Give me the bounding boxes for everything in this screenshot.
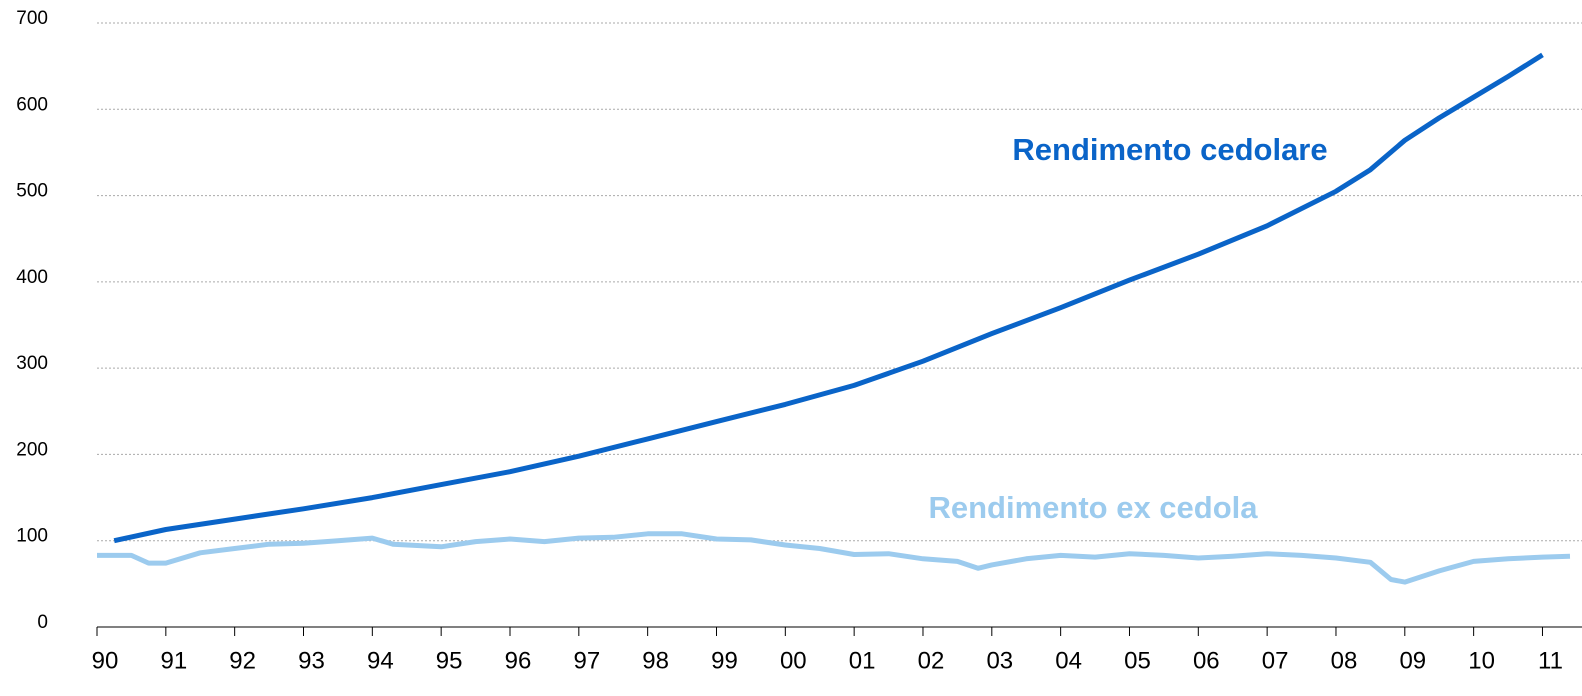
x-tick-label: 02	[918, 647, 945, 674]
x-tick-label: 10	[1468, 647, 1495, 674]
line	[97, 531, 1571, 585]
x-tick-label: 91	[160, 647, 187, 674]
x-tick-label: 08	[1331, 647, 1358, 674]
x-tick-label: 90	[92, 647, 119, 674]
x-tick-label: 05	[1124, 647, 1151, 674]
x-tick-label: 04	[1055, 647, 1082, 674]
x-tick-label: 99	[711, 647, 738, 674]
y-tick-label: 400	[16, 267, 48, 288]
x-tick-label: 09	[1399, 647, 1426, 674]
x-tick-label: 96	[505, 647, 532, 674]
y-tick-label: 500	[16, 181, 48, 202]
x-tick-label: 94	[367, 647, 394, 674]
x-tick-label: 03	[986, 647, 1013, 674]
x-tick-label: 07	[1262, 647, 1289, 674]
y-tick-label: 0	[37, 612, 48, 633]
y-tick-label: 200	[16, 439, 48, 460]
line	[113, 52, 1544, 544]
y-tick-label: 100	[16, 526, 48, 547]
y-tick-label: 300	[16, 353, 48, 374]
x-tick-label: 92	[229, 647, 256, 674]
x-tick-label: 95	[436, 647, 463, 674]
x-tick-label: 00	[780, 647, 807, 674]
x-tick-label: 98	[642, 647, 669, 674]
x-tick-label: 93	[298, 647, 325, 674]
series-label: Rendimento ex cedola	[928, 490, 1258, 525]
series-label: Rendimento cedolare	[1012, 132, 1327, 167]
x-tick-label: 11	[1538, 647, 1563, 674]
x-tick-label: 01	[849, 647, 876, 674]
x-tick-label: 06	[1193, 647, 1220, 674]
x-tick-label: 97	[573, 647, 600, 674]
y-tick-label: 700	[16, 8, 48, 29]
y-tick-label: 600	[16, 94, 48, 115]
